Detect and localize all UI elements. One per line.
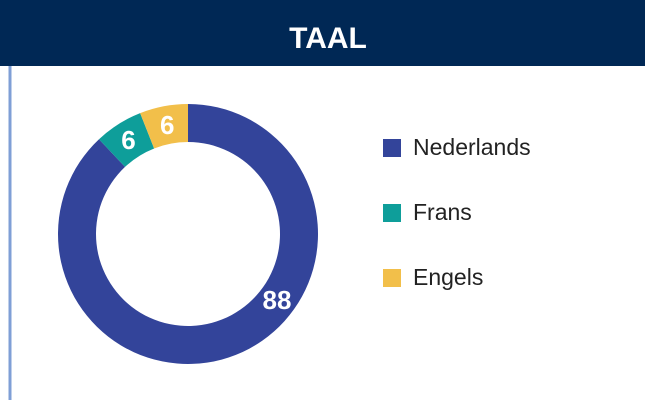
chart-title: TAAL — [289, 22, 367, 55]
legend-label: Nederlands — [413, 134, 531, 160]
donut-segment — [140, 104, 188, 149]
header-bar — [0, 0, 645, 66]
donut-segment — [99, 113, 155, 167]
donut-segment — [57, 104, 319, 364]
data-label: 6 — [160, 110, 174, 140]
data-label: 88 — [263, 285, 292, 315]
legend-swatch — [383, 204, 401, 222]
legend-label: Frans — [413, 199, 472, 225]
legend-swatch — [383, 139, 401, 157]
legend-swatch — [383, 269, 401, 287]
data-label: 6 — [121, 125, 135, 155]
legend-label: Engels — [413, 264, 483, 290]
